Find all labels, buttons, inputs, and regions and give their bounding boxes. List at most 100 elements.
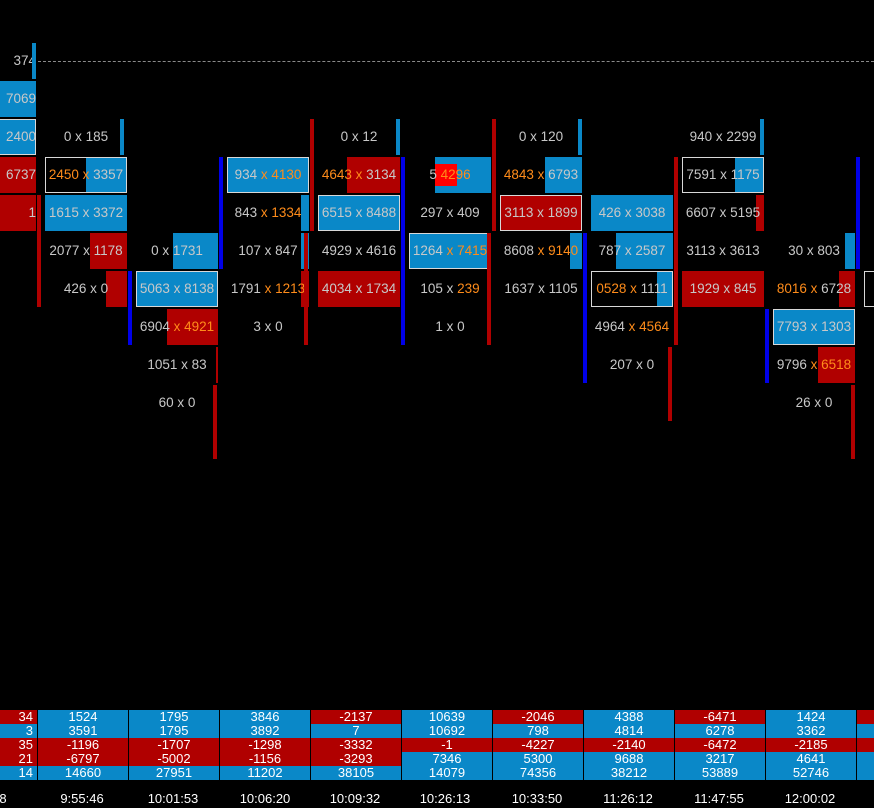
footprint-cell-label[interactable]: 297 x 409 (420, 205, 480, 220)
summary-cell: 3892 (220, 724, 310, 738)
summary-cell: 5300 (493, 752, 583, 766)
time-axis-label: 8 (0, 791, 7, 806)
footprint-cell-label[interactable]: 7793 x 1303 (776, 319, 852, 334)
footprint-cell-label[interactable]: 4643 x 3134 (321, 167, 397, 182)
footprint-cell-label[interactable]: 426 x 3038 (598, 205, 666, 220)
footprint-cell-label[interactable]: 787 x 2587 (598, 243, 666, 258)
range-bar (856, 157, 860, 269)
volume-bar (318, 271, 400, 307)
imbalance-frame (591, 271, 673, 307)
footprint-cell-label[interactable]: 3113 x 3613 (686, 243, 760, 258)
summary-cell: -2185 (766, 738, 856, 752)
volume-bar (818, 347, 855, 383)
summary-cell (857, 710, 874, 724)
footprint-cell-label[interactable]: 6515 x 8488 (321, 205, 397, 220)
footprint-cell-label[interactable]: 6607 x 5195 (685, 205, 761, 220)
footprint-cell-label[interactable]: 7591 x 1175 (686, 167, 760, 182)
summary-cell: 9688 (584, 752, 674, 766)
footprint-cell-label[interactable]: 3113 x 1899 (504, 205, 578, 220)
footprint-cell-label[interactable]: 207 x 0 (609, 357, 655, 372)
footprint-cell-label[interactable]: 2400 (5, 129, 36, 144)
summary-cell: 3 (0, 724, 37, 738)
footprint-cell-label[interactable]: 4964 x 4564 (594, 319, 670, 334)
summary-cell: 1795 (129, 724, 219, 738)
footprint-cell-label[interactable]: 934 x 4130 (234, 167, 302, 182)
footprint-cell-label[interactable]: 105 x 239 (420, 281, 480, 296)
footprint-cell-label[interactable]: 1637 x 1105 (504, 281, 578, 296)
footprint-cell-label[interactable] (864, 157, 874, 193)
footprint-cell-label[interactable]: 6904 x 4921 (139, 319, 215, 334)
footprint-cell-label[interactable]: 1 (28, 205, 36, 220)
footprint-cell-label[interactable]: 374 (13, 53, 36, 68)
volume-bar (845, 233, 855, 269)
volume-bar (773, 309, 855, 345)
summary-cell: -6797 (38, 752, 128, 766)
footprint-cell-label[interactable]: 0528 x 1111 (596, 281, 668, 296)
volume-bar (90, 233, 127, 269)
footprint-cell-label[interactable]: 60 x 0 (158, 395, 196, 410)
range-bar (578, 119, 582, 155)
footprint-cell-label[interactable]: 9796 x 6518 (776, 357, 852, 372)
summary-cell: -3293 (311, 752, 401, 766)
footprint-cell-label[interactable]: 0 x 1731 (151, 243, 203, 258)
summary-cell: 21 (0, 752, 37, 766)
summary-cell: 34 (0, 710, 37, 724)
footprint-cell-label[interactable]: 4929 x 4616 (321, 243, 397, 258)
footprint-cell-label[interactable]: 5063 x 8138 (139, 281, 215, 296)
footprint-cell-label[interactable]: 8016 x 6728 (776, 281, 852, 296)
highlight-value: x 4564 (628, 319, 670, 334)
time-axis-label: 10:09:32 (329, 791, 381, 806)
range-bar (674, 157, 678, 345)
footprint-cell-label[interactable]: 4034 x 1734 (321, 281, 397, 296)
imbalance-frame (45, 157, 127, 193)
footprint-cell-label[interactable]: 107 x 847 (238, 243, 298, 258)
footprint-cell-label[interactable] (864, 271, 874, 307)
range-bar (851, 385, 855, 459)
footprint-cell-label[interactable]: 2 (864, 233, 874, 269)
summary-cell: 1524 (38, 710, 128, 724)
summary-cell (857, 752, 874, 766)
footprint-cell-label[interactable]: 8608 x 9140 (503, 243, 579, 258)
footprint-cell-label[interactable]: 1929 x 845 (689, 281, 757, 296)
footprint-cell-label[interactable]: 0 x 120 (518, 129, 564, 144)
volume-bar (216, 347, 218, 383)
summary-cell: 3362 (766, 724, 856, 738)
time-axis-label: 11:47:55 (694, 791, 744, 806)
time-axis-label: 12:00:02 (784, 791, 836, 806)
volume-bar (0, 157, 36, 193)
footprint-cell-label[interactable]: 7069 (5, 91, 36, 106)
footprint-cell-label[interactable]: 3 x 0 (253, 319, 283, 334)
footprint-cell-label[interactable]: 1264 x 7415 (412, 243, 488, 258)
summary-cell: 798 (493, 724, 583, 738)
range-bar (492, 119, 496, 231)
footprint-cell-label[interactable]: 5 4296 (429, 167, 471, 182)
volume-bar (0, 195, 36, 231)
summary-cell: -5002 (129, 752, 219, 766)
footprint-cell-label[interactable]: 940 x 2299 (689, 129, 757, 144)
footprint-cell-label[interactable]: 30 x 803 (788, 243, 840, 258)
footprint-cell-label[interactable]: 843 x 1334 (234, 205, 302, 220)
footprint-cell-label[interactable] (864, 195, 874, 231)
footprint-cell-label[interactable]: 0 x 12 (340, 129, 378, 144)
summary-cell: -2140 (584, 738, 674, 752)
summary-cell: 11202 (220, 766, 310, 780)
summary-cell (857, 738, 874, 752)
footprint-cell-label[interactable]: 2077 x 1178 (49, 243, 123, 258)
volume-bar (136, 271, 218, 307)
footprint-cell-label[interactable]: 1615 x 3372 (48, 205, 124, 220)
highlight-value: 4843 x (503, 167, 545, 182)
footprint-cell-label[interactable]: 1791 x 1213 (230, 281, 306, 296)
footprint-cell-label[interactable]: 1051 x 83 (147, 357, 207, 372)
footprint-cell-label[interactable]: 1 x 0 (435, 319, 465, 334)
footprint-cell-label[interactable]: 426 x 0 (63, 281, 109, 296)
footprint-cell-label[interactable]: 26 x 0 (795, 395, 833, 410)
range-bar (765, 309, 769, 383)
summary-cell: 38105 (311, 766, 401, 780)
footprint-cell-label[interactable]: 2450 x 3357 (48, 167, 124, 182)
footprint-cell-label[interactable]: 6737 (5, 167, 36, 182)
highlight-value: x 1334 (260, 205, 302, 220)
range-bar (304, 233, 308, 345)
footprint-cell-label[interactable]: 0 x 185 (63, 129, 109, 144)
footprint-cell-label[interactable]: 4843 x 6793 (503, 167, 579, 182)
